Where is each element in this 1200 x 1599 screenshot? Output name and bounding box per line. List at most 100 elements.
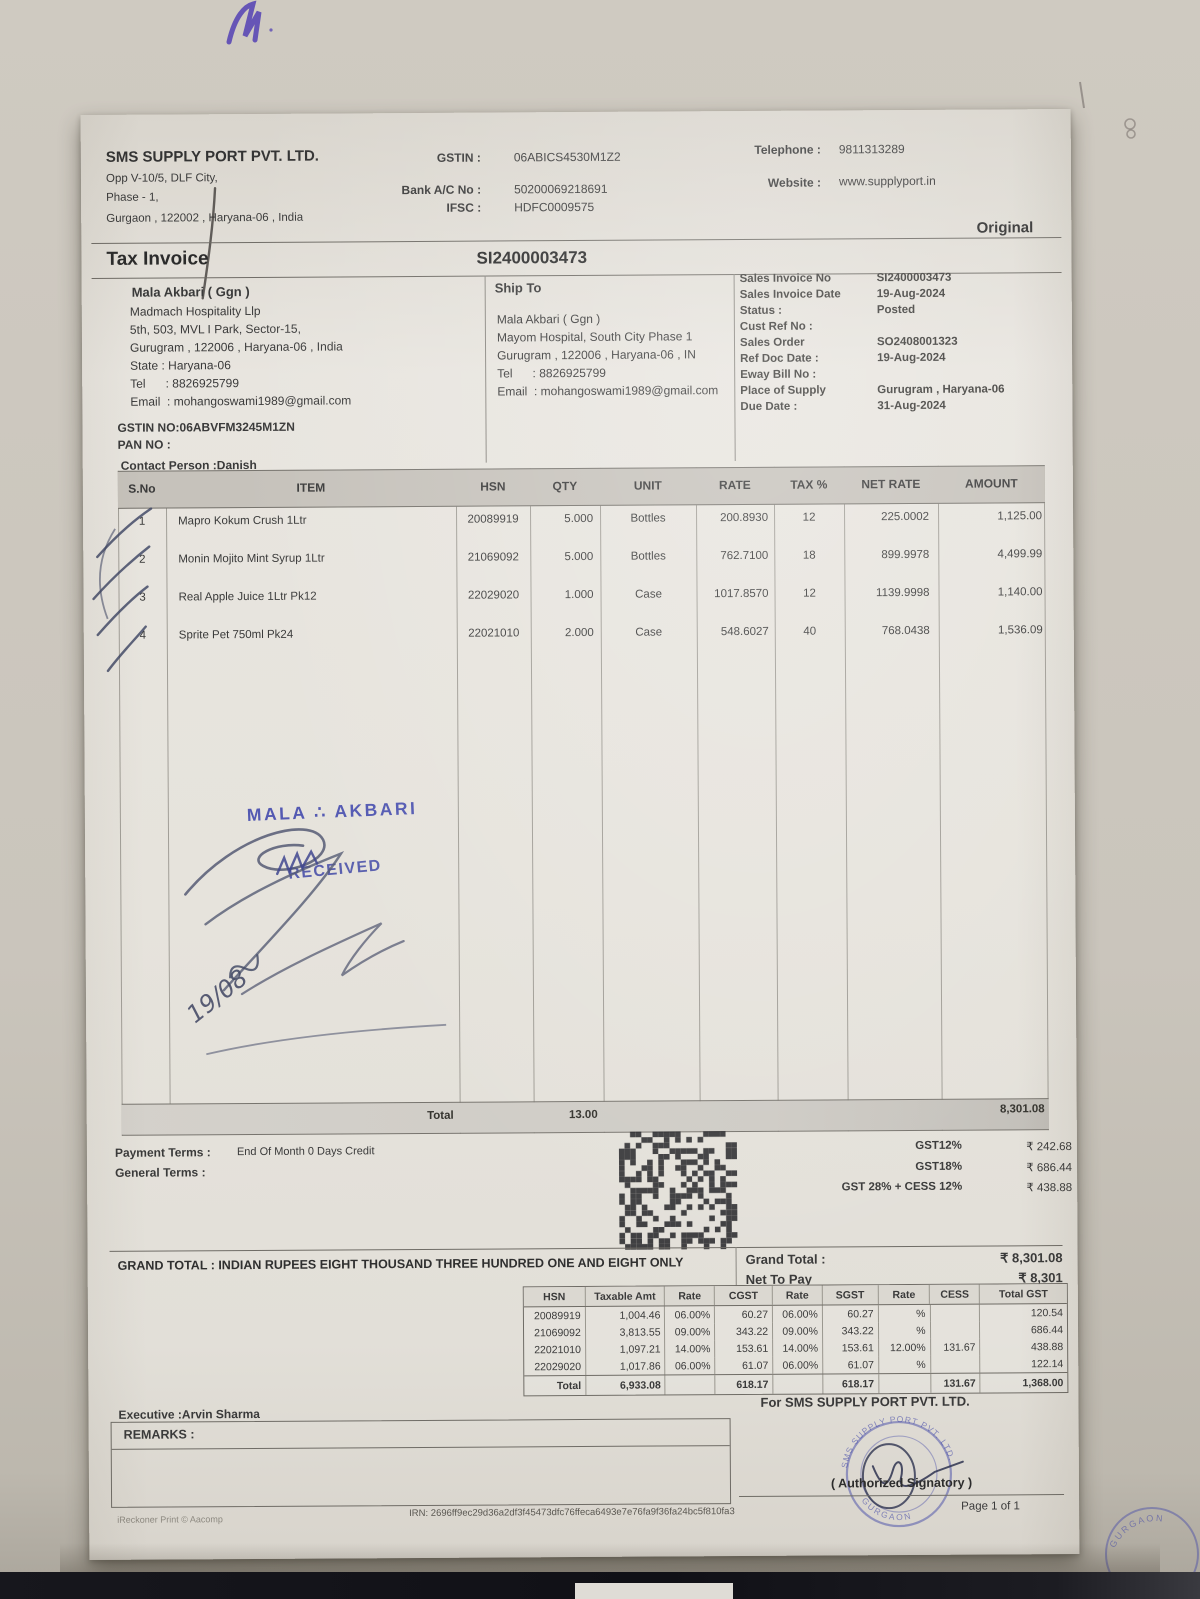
table-cell: 20089919 [467, 513, 519, 526]
seller-stamp-company-text: SMS SUPPLY PORT PVT. LTD. [839, 1414, 957, 1469]
tax-col-rate1: Rate [665, 1286, 716, 1306]
table-cell: SI2400003473 [876, 271, 952, 285]
table-cell: ₹ 686.44 [1026, 1161, 1073, 1174]
table-cell: Due Date : [740, 400, 798, 414]
table-cell: % [878, 1321, 931, 1340]
table-cell: Sales Order [739, 336, 805, 350]
irn-text: IRN: 2696ff9ec29d36a2df3f45473dfc76ffeca… [409, 1506, 735, 1520]
tax-col-hsn: HSN [523, 1286, 586, 1307]
table-cell: % [878, 1304, 931, 1323]
table-cell: Sales Invoice No [739, 272, 832, 286]
gstin-label: GSTIN : [436, 150, 481, 165]
table-cell: 4,499.99 [997, 548, 1043, 561]
table-row: 2 Monin Mojito Mint Syrup 1Ltr 21069092 5.0… [118, 538, 1045, 582]
telephone-value: 9811313289 [838, 142, 905, 157]
table-cell: 1,140.00 [997, 586, 1043, 599]
document-title: Tax Invoice [106, 248, 209, 270]
items-total-qty: 13.00 [568, 1108, 598, 1122]
table-cell: Ref Doc Date : [740, 352, 819, 366]
bill-to-line: Gurugram , 122006 , Haryana-06 , India [129, 339, 343, 355]
table-cell [877, 319, 1060, 336]
table-cell: 1,097.21 [585, 1340, 666, 1358]
table-cell: 5.000 [564, 512, 594, 526]
executive: Executive :Arvin Sharma [118, 1406, 260, 1422]
table-cell: Gurugram , Haryana-06 [877, 383, 1005, 397]
table-cell: 200.8930 [720, 511, 769, 525]
table-cell: Cust Ref No : [739, 320, 813, 334]
ship-to-label: Ship To [494, 280, 542, 296]
ship-to-line: Tel : 8826925799 [497, 365, 606, 381]
table-cell: % [878, 1355, 931, 1374]
table-cell: 61.07 [715, 1356, 774, 1375]
table-cell [930, 1355, 981, 1373]
table-cell: 22029020 [467, 589, 520, 602]
table-cell: 09.00% [773, 1322, 823, 1340]
column-divider [484, 275, 487, 463]
grand-total-value: ₹ 8,301.08 [1000, 1250, 1063, 1266]
table-cell: 06.00% [773, 1356, 824, 1374]
table-cell: 20089919 [523, 1306, 586, 1325]
bill-to-line: Email : mohangoswami1989@gmail.com [130, 393, 352, 409]
table-cell: 09.00% [665, 1323, 716, 1341]
table-cell: GST18% [915, 1160, 963, 1173]
ship-to-line: Mala Akbari ( Ggn ) [496, 311, 601, 327]
table-row: GST12% ₹ 242.68 [727, 1139, 1072, 1162]
column-divider [733, 274, 736, 462]
table-cell: 1,004.46 [585, 1306, 666, 1324]
tax-summary-table: HSN Taxable Amt Rate CGST Rate SGST Rate… [522, 1283, 1069, 1397]
table-row: Ref Doc Date : 19-Aug-2024 [740, 351, 1060, 369]
table-cell: 22021010 [468, 627, 520, 640]
purple-ink-scribble [226, 0, 273, 45]
table-cell: 762.7100 [720, 549, 769, 563]
company-address-line1: Opp V-10/5, DLF City, [105, 172, 218, 185]
gst-summary-list: GST12% ₹ 242.68 GST18% ₹ 686.44 GST 28% + CE… [727, 1139, 1073, 1203]
table-row: Eway Bill No : [740, 367, 1060, 385]
table-cell: Bottles [630, 512, 666, 525]
col-header-unit: UNIT [633, 478, 662, 493]
ship-to-line: Mayom Hospital, South City Phase 1 [496, 329, 693, 345]
invoice-sheet: SMS SUPPLY PORT PVT. LTD. Opp V-10/5, DL… [80, 108, 1080, 1561]
table-cell: 438.88 [1030, 1340, 1064, 1353]
company-name: SMS SUPPLY PORT PVT. LTD. [105, 147, 320, 166]
table-cell: 618.17 [823, 1374, 880, 1394]
table-cell: 19-Aug-2024 [876, 287, 946, 301]
table-cell: 1017.8570 [714, 587, 769, 601]
tax-col-rate3: Rate [878, 1284, 931, 1305]
table-cell [877, 367, 1060, 384]
ifsc-label: IFSC : [446, 200, 482, 215]
invoice-number: SI2400003473 [476, 247, 588, 268]
bank-ac-value: 50200069218691 [514, 181, 608, 197]
table-row: Sales Invoice Date 19-Aug-2024 [740, 287, 1060, 305]
table-cell: 22029020 [524, 1357, 587, 1376]
general-terms-label: General Terms : [115, 1165, 206, 1180]
qr-code [618, 1131, 738, 1250]
table-row: GST 28% + CESS 12% ₹ 438.88 [727, 1180, 1073, 1203]
bank-ac-label: Bank A/C No : [401, 182, 482, 198]
table-row: Total 6,933.08 618.17 618.17 131.67 1,368.00 [524, 1372, 1068, 1396]
seller-stamp: SMS SUPPLY PORT PVT. LTD. GURGAON [839, 1414, 964, 1528]
tax-col-rate2: Rate [772, 1285, 823, 1305]
table-cell: 14.00% [773, 1339, 824, 1357]
table-cell: 2.000 [564, 626, 594, 640]
table-row: 3 Real Apple Juice 1Ltr Pk12 22029020 1.000… [118, 576, 1045, 620]
table-cell: 40 [803, 625, 817, 638]
table-cell: 21069092 [523, 1323, 586, 1342]
table-cell [665, 1375, 716, 1395]
table-cell: 343.22 [715, 1322, 774, 1341]
table-cell: 120.54 [1030, 1306, 1063, 1319]
table-row: 22029020 1,017.86 06.00% 61.07 06.00% 61.07% 1… [524, 1355, 1067, 1376]
svg-text:SMS SUPPLY PORT PVT. LTD.: SMS SUPPLY PORT PVT. LTD. [839, 1414, 957, 1469]
website-label: Website : [767, 175, 822, 190]
table-cell: 06.00% [772, 1305, 823, 1323]
table-row: Place of Supply Gurugram , Haryana-06 [740, 383, 1060, 401]
items-total-row: Total 13.00 8,301.08 [121, 1098, 1049, 1136]
table-cell: 343.22 [822, 1322, 879, 1340]
desk-light-patch [575, 1583, 733, 1599]
table-cell [930, 1304, 981, 1322]
table-cell [930, 1321, 981, 1339]
table-cell: 12.00% [878, 1338, 931, 1357]
table-cell: Mapro Kokum Crush 1Ltr [178, 514, 307, 528]
authorized-signatory: ( Authorized Signatory ) [830, 1475, 973, 1491]
table-row: GST18% ₹ 686.44 [727, 1160, 1072, 1183]
col-header-rate: RATE [718, 477, 751, 493]
